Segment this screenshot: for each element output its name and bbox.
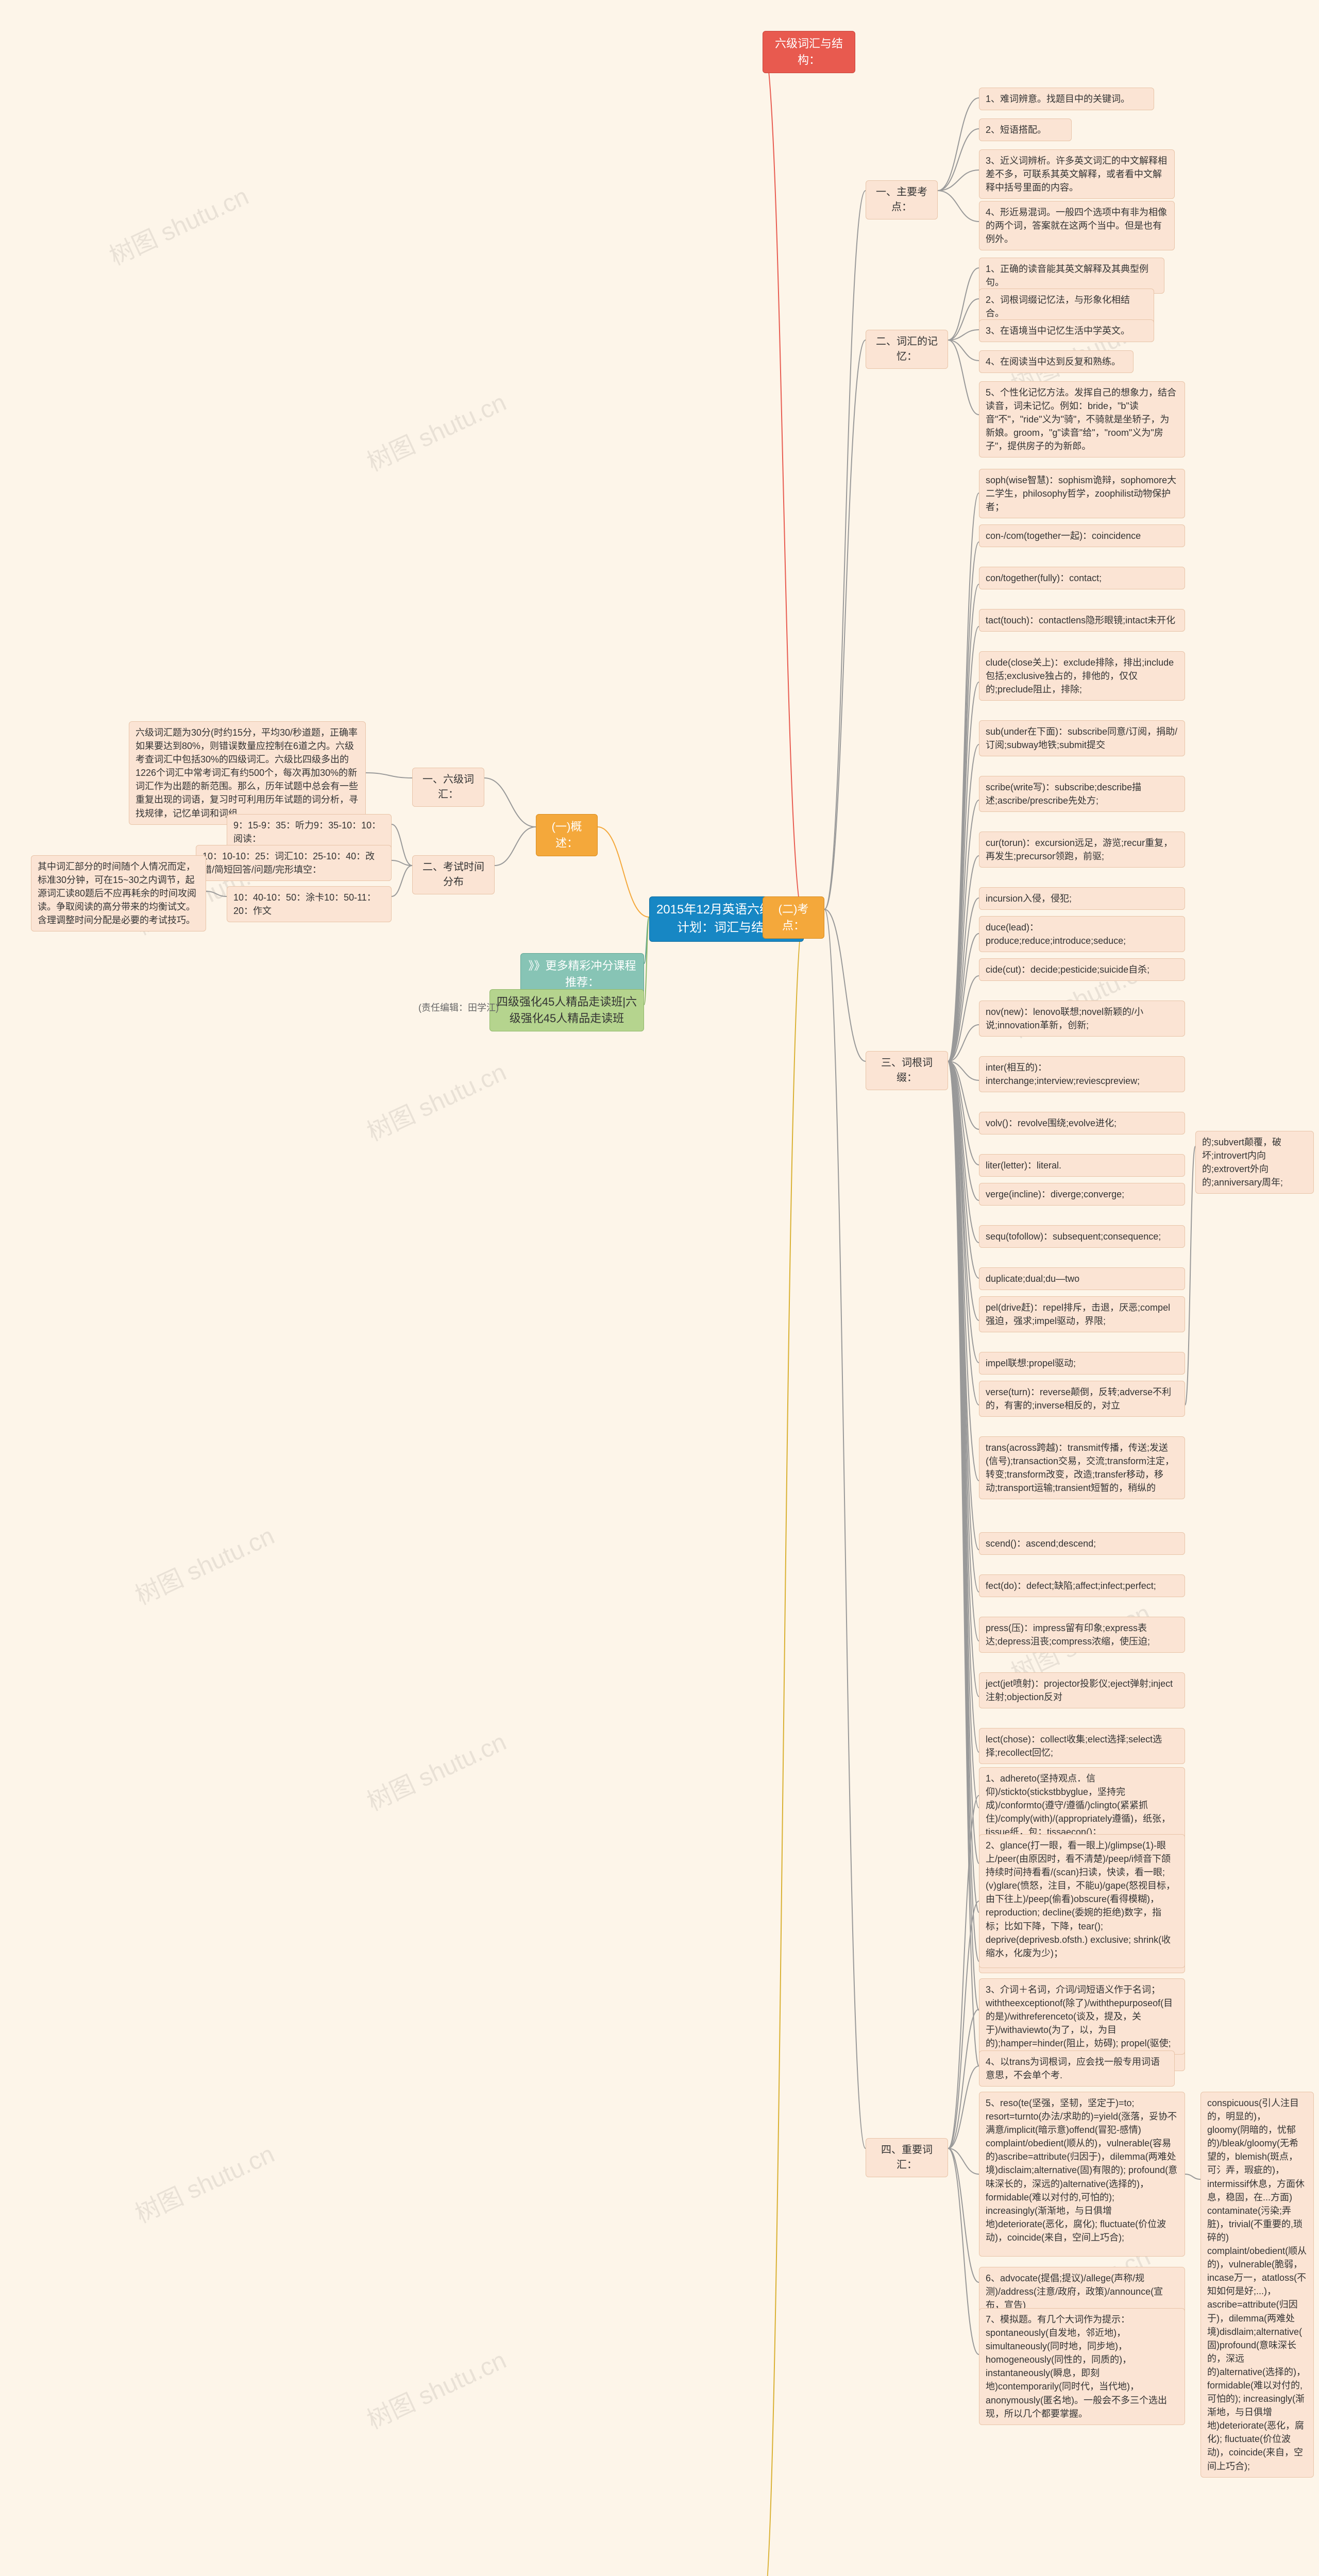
section-classes: 四级强化45人精品走读班|六级强化45人精品走读班	[489, 989, 644, 1031]
section-1-sub-vocab-leaf: 六级词汇题为30分(时约15分，平均30/秒道题，正确率如果要达到80%，则错误…	[129, 721, 366, 825]
exam-sub-roots-ext: 的;subvert颠覆，破坏;introvert内向的;extrovert外向的…	[1195, 1131, 1314, 1194]
watermark-text: 树图 shutu.cn	[360, 382, 511, 478]
list-item: scend()：ascend;descend;	[979, 1532, 1185, 1555]
list-item: duce(lead)：produce;reduce;introduce;sedu…	[979, 916, 1185, 952]
watermark-text: 树图 shutu.cn	[360, 2340, 511, 2436]
schedule-leaf-3: 10：40-10：50：涂卡10：50-11：20：作文	[227, 886, 392, 922]
list-item: fect(do)：defect;缺陷;affect;infect;perfect…	[979, 1574, 1185, 1597]
list-item: clude(close关上)：exclude排除，排出;include包括;ex…	[979, 651, 1185, 701]
list-item: lect(chose)：collect收集;elect选择;select选择;r…	[979, 1728, 1185, 1764]
list-item: cur(torun)：excursion远足，游览;recur重复，再发生;pr…	[979, 832, 1185, 868]
section-cet6-header: 六级词汇与结构：	[763, 31, 855, 73]
exam-sub-important-ext: conspicuous(引人注目的，明显的)，gloomy(阴暗的，忧郁的)/b…	[1200, 2092, 1314, 2478]
list-item: pel(drive赶)：repel排斥，击退，厌恶;compel强迫，强求;im…	[979, 1296, 1185, 1332]
watermark-text: 树图 shutu.cn	[128, 1516, 279, 1612]
list-item: 5、个性化记忆方法。发挥自己的想象力，结合读音，词未记忆。例如：bride，"b…	[979, 381, 1185, 457]
exam-sub-important: 四、重要词汇：	[866, 2138, 948, 2177]
list-item: 3、在语境当中记忆生活中学英文。	[979, 319, 1154, 342]
watermark-text: 树图 shutu.cn	[103, 176, 253, 272]
exam-sub-memory: 二、词汇的记忆：	[866, 330, 948, 369]
exam-sub-roots: 三、词根词缀：	[866, 1051, 948, 1090]
list-item: 4、形近易混词。一般四个选项中有非为相像的两个词，答案就在这两个当中。但是也有例…	[979, 201, 1175, 250]
list-item: verse(turn)：reverse颠倒，反转;adverse不利的，有害的;…	[979, 1381, 1185, 1417]
section-1-sub-schedule: 二、考试时间分布	[412, 855, 495, 894]
list-item: tact(touch)：contactlens隐形眼镜;intact未开化	[979, 609, 1185, 632]
credit-label: (责任编辑：田学江)	[412, 997, 505, 1019]
list-item: 2、glance(打一眼，看一眼上)/glimpse(1)-眼上/peer(由原…	[979, 1834, 1185, 1968]
list-item: sequ(tofollow)：subsequent;consequence;	[979, 1225, 1185, 1248]
list-item: 2、短语搭配。	[979, 118, 1072, 141]
list-item: impel联想:propel驱动;	[979, 1352, 1185, 1375]
section-2-exam: (二)考点：	[763, 896, 824, 939]
section-1-sub-vocab: 一、六级词汇：	[412, 768, 484, 807]
list-item: 3、近义词辨析。许多英文词汇的中文解释相差不多，可联系其英文解释，或者看中文解释…	[979, 149, 1175, 199]
list-item: 3、介词＋名词，介词/词短语义作于名词；withtheexceptionof(除…	[979, 1978, 1185, 2055]
list-item: verge(incline)：diverge;converge;	[979, 1183, 1185, 1206]
list-item: duplicate;dual;du—two	[979, 1267, 1185, 1290]
list-item: con-/com(together一起)：coincidence	[979, 524, 1185, 547]
list-item: inter(相互的)：interchange;interview;reviesc…	[979, 1056, 1185, 1092]
list-item: soph(wise智慧)：sophism诡辩，sophomore大二学生，phi…	[979, 469, 1185, 518]
list-item: 4、在阅读当中达到反复和熟练。	[979, 350, 1134, 373]
list-item: nov(new)：lenovo联想;novel新颖的/小说;innovation…	[979, 1001, 1185, 1037]
list-item: 1、难词辨意。找题目中的关键词。	[979, 88, 1154, 110]
watermark-text: 树图 shutu.cn	[360, 1052, 511, 1148]
list-item: 1、adhereto(坚持观点．信仰)/stickto(stickstbbygl…	[979, 1767, 1185, 1843]
list-item: 4、以trans为词根词，应会找一般专用词语意思，不会单个考.	[979, 2050, 1175, 2087]
watermark-text: 树图 shutu.cn	[128, 2134, 279, 2230]
list-item: trans(across跨越)：transmit传播，传送;发送(信号);tra…	[979, 1436, 1185, 1499]
list-item: cide(cut)：decide;pesticide;suicide自杀;	[979, 958, 1185, 981]
list-item: con/together(fully)：contact;	[979, 567, 1185, 589]
list-item: 7、模拟题。有几个大词作为提示：spontaneously(自发地，邻近地)，s…	[979, 2308, 1185, 2425]
list-item: sub(under在下面)：subscribe同意/订阅，捐助/订阅;subwa…	[979, 720, 1185, 756]
exam-sub-main: 一、主要考点：	[866, 180, 938, 219]
schedule-leaf-3-ext: 其中词汇部分的时间随个人情况而定，标准30分钟，可在15~30之内调节，起源词汇…	[31, 855, 206, 931]
schedule-leaf-2: 10：10-10：25：词汇10：25-10：40：改错/简短回答/问题/完形填…	[196, 845, 392, 881]
list-item: volv()：revolve围绕;evolve进化;	[979, 1112, 1185, 1134]
list-item: press(压)：impress留有印象;express表达;depress沮丧…	[979, 1617, 1185, 1653]
list-item: incursion入侵，侵犯;	[979, 887, 1185, 910]
list-item: 5、reso(te(坚强，坚韧，坚定于)=to; resort=turnto(办…	[979, 2092, 1185, 2257]
list-item: ject(jet喷射)：projector投影仪;eject弹射;inject注…	[979, 1672, 1185, 1708]
section-1-overview: (一)概述：	[536, 814, 598, 856]
list-item: liter(letter)：literal.	[979, 1154, 1185, 1177]
list-item: scribe(write写)：subscribe;describe描述;ascr…	[979, 776, 1185, 812]
watermark-text: 树图 shutu.cn	[360, 1722, 511, 1818]
